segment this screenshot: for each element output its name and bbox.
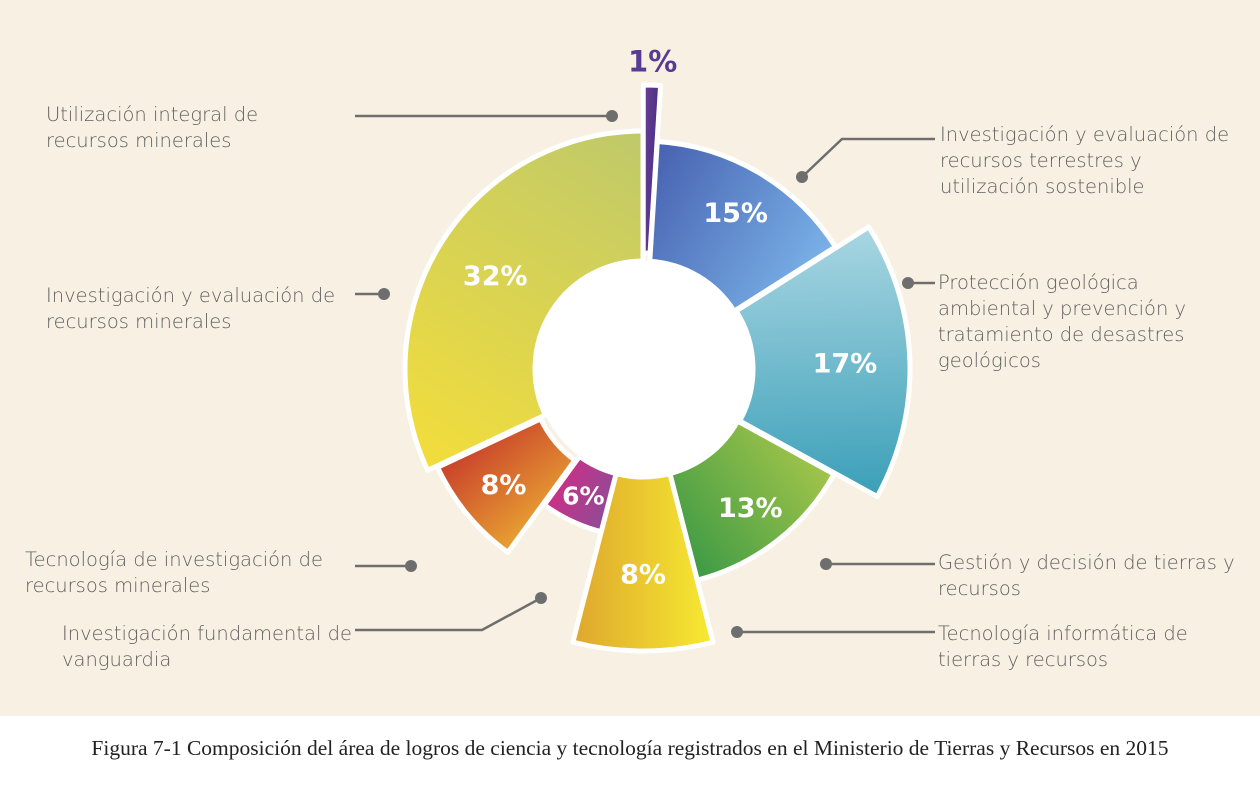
figure-caption: Figura 7-1 Composición del área de logro… — [91, 736, 1169, 760]
slice-4 — [570, 471, 716, 654]
leader-dot-5 — [535, 592, 547, 604]
pct-label-3: 13% — [718, 493, 783, 524]
pct-label-4: 8% — [620, 560, 666, 591]
label-investigacion-fundamental: Investigación fundamental de vanguardia — [62, 622, 352, 671]
leader-dot-3 — [820, 558, 832, 570]
label-utilizacion-integral: Utilización integral de recursos mineral… — [46, 103, 259, 152]
leader-dot-2 — [902, 277, 914, 289]
pct-label-7: 32% — [463, 261, 528, 292]
label-tecnologia-informatica: Tecnología informática de tierras y recu… — [938, 622, 1188, 671]
chart-panel: 1% 15% 17% 13% 8% 6% 8% 32% Utilización integra… — [0, 0, 1260, 716]
label-gestion-tierras: Gestión y decisión de tierras y recursos — [938, 551, 1235, 600]
slice-2 — [733, 224, 913, 500]
label-recursos-minerales: Investigación y evaluación de recursos m… — [46, 284, 336, 333]
leader-line-1 — [801, 137, 935, 178]
label-tecnologia-investigacion-minerales: Tecnología de investigación de recursos … — [25, 548, 323, 597]
pct-label-5: 6% — [562, 482, 604, 511]
leader-dot-0 — [606, 110, 618, 122]
label-recursos-terrestres: Investigación y evaluación de recursos t… — [940, 123, 1230, 198]
leader-line-5 — [355, 596, 542, 632]
pct-label-1: 15% — [703, 198, 768, 229]
label-proteccion-geologica: Protección geológica ambiental y prevenc… — [938, 271, 1187, 372]
leader-dot-7 — [378, 288, 390, 300]
leader-dot-1 — [796, 171, 808, 183]
pct-label-6: 8% — [481, 470, 527, 501]
pct-label-2: 17% — [813, 348, 878, 379]
leader-dot-4 — [731, 626, 743, 638]
pct-label-0: 1% — [628, 45, 677, 79]
leader-dot-6 — [405, 560, 417, 572]
donut-chart: 1% 15% 17% 13% 8% 6% 8% 32% — [355, 45, 935, 654]
donut-hole — [535, 261, 751, 477]
